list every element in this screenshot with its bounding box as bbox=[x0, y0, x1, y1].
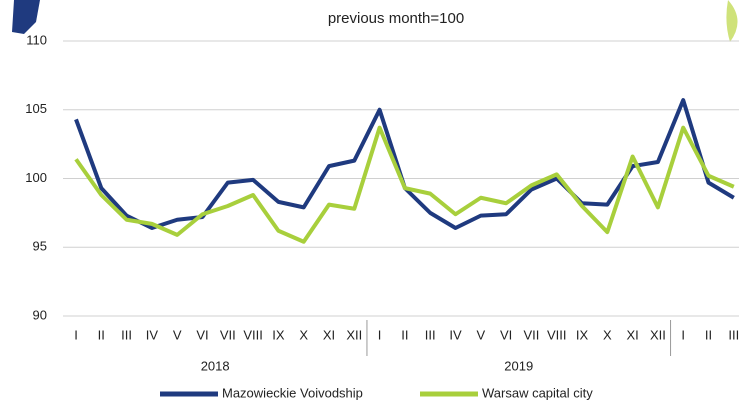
year-label: 2019 bbox=[504, 358, 533, 373]
year-label: 2018 bbox=[201, 358, 230, 373]
x-tick-label: III bbox=[121, 327, 132, 342]
logo-fragment bbox=[726, 0, 738, 42]
x-tick-label: III bbox=[425, 327, 436, 342]
x-tick-label: VII bbox=[523, 327, 539, 342]
x-tick-label: XI bbox=[626, 327, 638, 342]
x-tick-label: X bbox=[299, 327, 308, 342]
logo-fragment bbox=[12, 0, 40, 34]
x-tick-label: VI bbox=[500, 327, 512, 342]
x-tick-label: V bbox=[173, 327, 182, 342]
x-tick-label: IV bbox=[146, 327, 159, 342]
series-line bbox=[74, 125, 735, 244]
x-tick-label: III bbox=[728, 327, 739, 342]
x-tick-label: XII bbox=[346, 327, 362, 342]
x-tick-label: IX bbox=[272, 327, 285, 342]
chart-title: previous month=100 bbox=[328, 10, 464, 27]
y-tick-label: 105 bbox=[25, 101, 47, 116]
legend-label: Mazowieckie Voivodship bbox=[222, 385, 363, 400]
x-tick-label: II bbox=[401, 327, 408, 342]
x-tick-label: VIII bbox=[243, 327, 263, 342]
y-tick-label: 100 bbox=[25, 170, 47, 185]
x-tick-label: VII bbox=[220, 327, 236, 342]
x-tick-label: I bbox=[74, 327, 78, 342]
x-tick-label: I bbox=[378, 327, 382, 342]
x-tick-label: X bbox=[603, 327, 612, 342]
legend-label: Warsaw capital city bbox=[482, 385, 593, 400]
x-tick-label: XI bbox=[323, 327, 335, 342]
y-tick-label: 110 bbox=[26, 32, 47, 47]
x-tick-label: V bbox=[476, 327, 485, 342]
x-tick-label: II bbox=[705, 327, 712, 342]
y-tick-label: 90 bbox=[33, 307, 47, 322]
x-tick-label: IX bbox=[576, 327, 589, 342]
x-tick-label: XII bbox=[650, 327, 666, 342]
x-tick-label: II bbox=[98, 327, 105, 342]
x-tick-label: I bbox=[681, 327, 685, 342]
y-tick-label: 95 bbox=[33, 239, 47, 254]
x-tick-label: VI bbox=[196, 327, 208, 342]
x-tick-label: VIII bbox=[547, 327, 567, 342]
x-tick-label: IV bbox=[449, 327, 462, 342]
